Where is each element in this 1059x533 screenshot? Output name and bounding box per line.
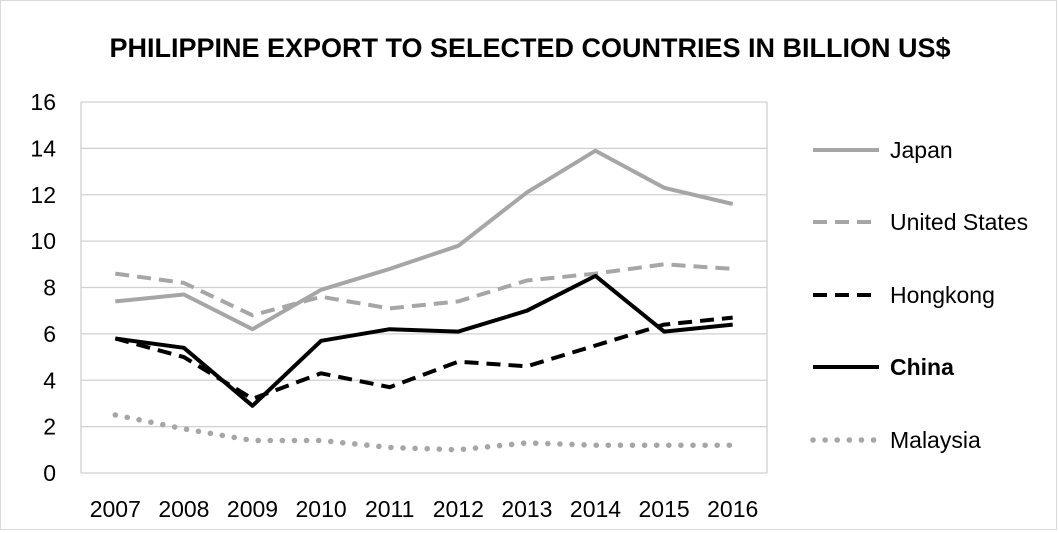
y-tick-label: 0 — [43, 460, 56, 486]
y-tick-label: 2 — [43, 414, 56, 440]
gridlines — [81, 102, 767, 473]
y-tick-label: 16 — [30, 89, 56, 115]
x-tick-label: 2015 — [639, 496, 690, 522]
y-tick-label: 10 — [30, 228, 56, 254]
y-tick-label: 14 — [30, 135, 56, 161]
x-tick-label: 2007 — [90, 496, 141, 522]
x-axis-ticks: 2007 2008 2009 2010 2011 2012 2013 2014 2015 2016 — [90, 496, 759, 522]
y-tick-label: 8 — [43, 275, 56, 301]
x-tick-label: 2014 — [570, 496, 621, 522]
y-tick-label: 4 — [43, 367, 56, 393]
x-tick-label: 2009 — [227, 496, 278, 522]
x-tick-label: 2010 — [296, 496, 347, 522]
x-tick-label: 2016 — [707, 496, 758, 522]
y-tick-label: 6 — [43, 321, 56, 347]
series-line-malaysia — [115, 415, 732, 450]
y-tick-label: 12 — [30, 182, 56, 208]
chart-title: PHILIPPINE EXPORT TO SELECTED COUNTRIES … — [109, 33, 950, 63]
x-tick-label: 2011 — [365, 496, 414, 522]
legend: Japan United States Hongkong China Malaysia — [813, 137, 1028, 453]
series-lines — [115, 151, 732, 450]
legend-label: Japan — [890, 137, 953, 163]
legend-label: United States — [890, 209, 1028, 235]
y-axis-ticks: 0 2 4 6 8 10 12 14 16 — [30, 89, 56, 486]
legend-label: Hongkong — [890, 282, 995, 308]
legend-label: Malaysia — [890, 427, 981, 453]
x-tick-label: 2013 — [501, 496, 552, 522]
x-tick-label: 2012 — [433, 496, 484, 522]
x-tick-label: 2008 — [158, 496, 209, 522]
series-line-japan — [115, 151, 732, 330]
legend-label: China — [890, 354, 954, 380]
